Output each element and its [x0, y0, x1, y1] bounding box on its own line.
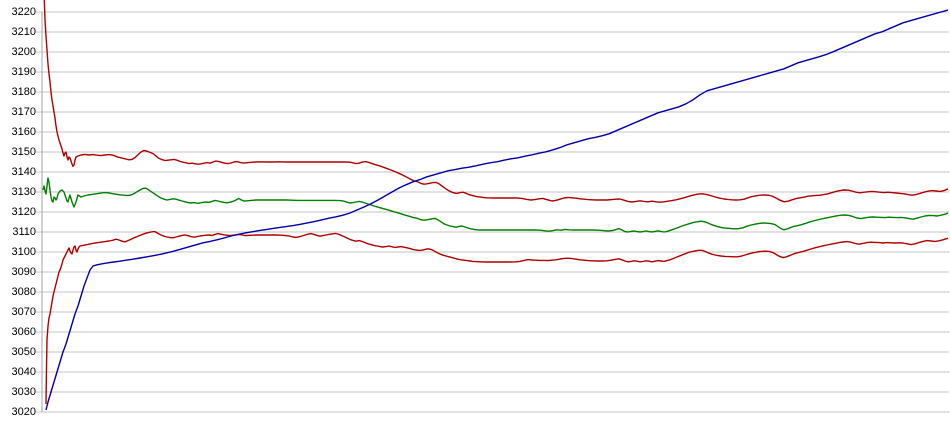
y-axis-label: 3090: [11, 266, 36, 278]
y-axis-label: 3220: [11, 6, 36, 18]
blue-cumulative-line: [45, 9, 949, 411]
y-axis-label: 3070: [11, 306, 36, 318]
y-axis-label: 3210: [11, 26, 36, 38]
y-axis-label: 3080: [11, 286, 36, 298]
y-axis-label: 3190: [11, 66, 36, 78]
y-axis-label: 3150: [11, 146, 36, 158]
y-axis-label: 3180: [11, 86, 36, 98]
y-axis-label: 3170: [11, 106, 36, 118]
y-axis-label: 3160: [11, 126, 36, 138]
y-axis-label: 3140: [11, 166, 36, 178]
y-axis-label: 3130: [11, 186, 36, 198]
green-middle-line: [42, 177, 949, 233]
red-upper-band-line: [43, 0, 949, 203]
red-lower-band-line: [45, 230, 949, 405]
y-axis-label: 3050: [11, 346, 36, 358]
y-axis-label: 3060: [11, 326, 36, 338]
y-axis-label: 3030: [11, 386, 36, 398]
y-axis-label: 3040: [11, 366, 36, 378]
y-axis-label: 3200: [11, 46, 36, 58]
y-axis-label: 3100: [11, 246, 36, 258]
y-axis-label: 3020: [11, 406, 36, 418]
y-axis-label: 3120: [11, 206, 36, 218]
y-axis-label: 3110: [12, 226, 36, 238]
